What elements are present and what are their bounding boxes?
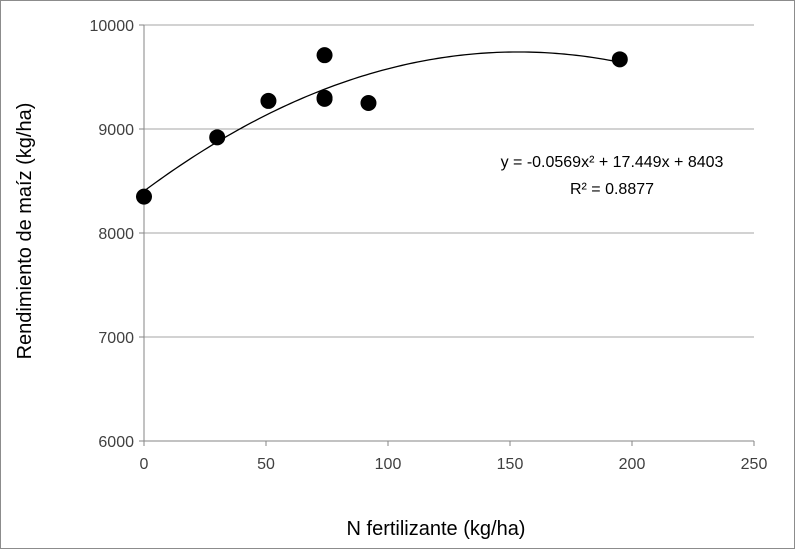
r-squared-label: R² = 0.8877 [570, 181, 654, 198]
data-point-3 [316, 47, 333, 64]
y-tick-labels: 6000 7000 8000 9000 10000 [90, 18, 135, 451]
y-tick-label-1: 7000 [98, 330, 134, 347]
data-point-5 [316, 90, 333, 107]
x-tick-label-5: 250 [741, 456, 768, 473]
y-axis-title: Rendimiento de maíz (kg/ha) [14, 103, 36, 360]
data-point-2 [260, 92, 277, 109]
axes [139, 24, 755, 446]
x-tick-label-1: 50 [257, 456, 275, 473]
x-tick-labels: 0 50 100 150 200 250 [140, 456, 768, 473]
x-tick-label-2: 100 [375, 456, 402, 473]
x-tick-label-3: 150 [497, 456, 524, 473]
trendline-equation: y = -0.0569x² + 17.449x + 8403 [501, 154, 724, 171]
y-tick-label-0: 6000 [98, 434, 134, 451]
data-point-6 [360, 95, 377, 111]
data-point-1 [209, 129, 226, 146]
y-tick-label-2: 8000 [98, 226, 134, 243]
x-tick-label-0: 0 [140, 456, 149, 473]
gridlines [144, 24, 754, 338]
x-axis-title: N fertilizante (kg/ha) [347, 518, 526, 540]
y-tick-label-4: 10000 [90, 18, 135, 35]
x-tick-label-4: 200 [619, 456, 646, 473]
data-point-7 [611, 51, 628, 68]
y-tick-label-3: 9000 [98, 122, 134, 139]
data-point-0 [136, 188, 152, 205]
data-points [136, 47, 628, 205]
